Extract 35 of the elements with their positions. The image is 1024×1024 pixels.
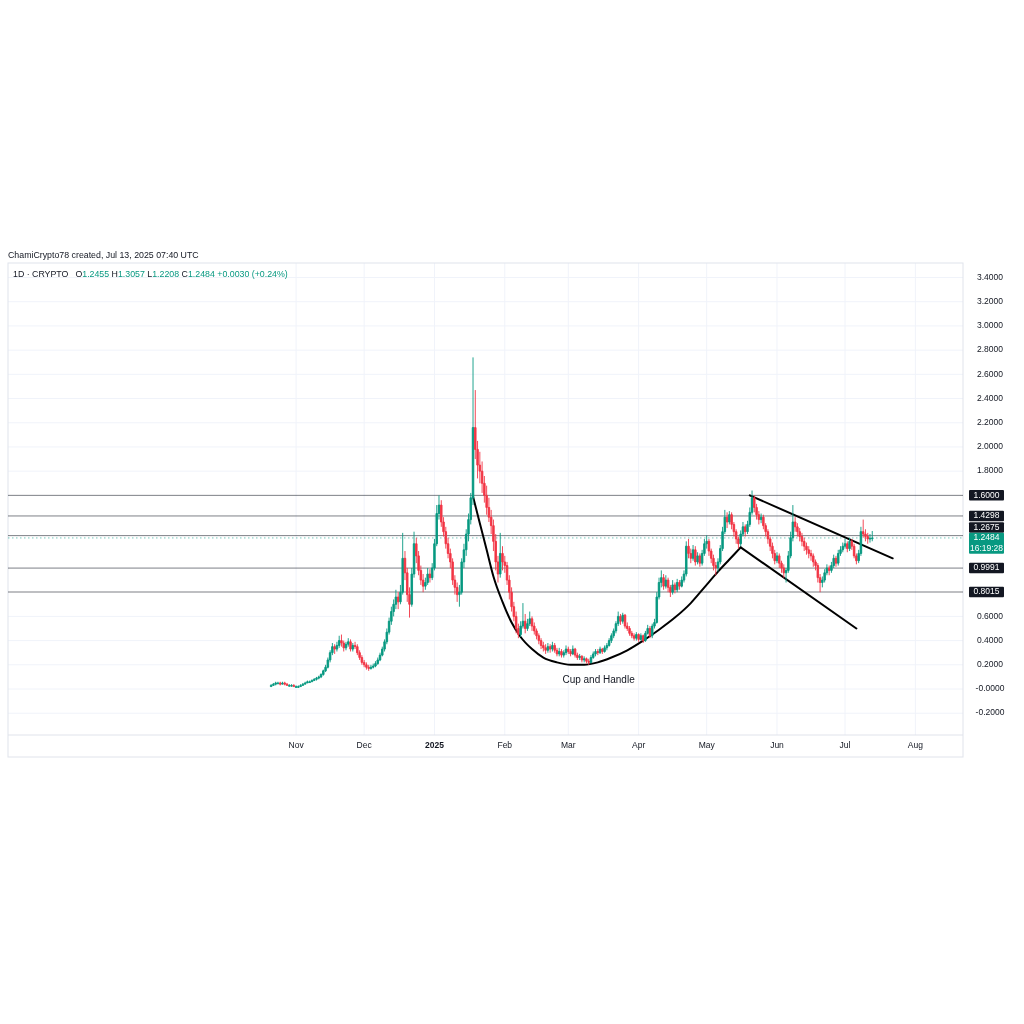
y-tick-label: 0.4000 [977,634,1004,645]
y-tick-label: -0.0000 [975,683,1005,694]
ref-line-label: 1.6000 [973,489,1000,500]
text: ChamiCrypto78 created, Jul 13, 2025 07:40 UTC [8,250,200,261]
annotation: Cup and Handle [562,673,636,685]
y-tick-label: 2.2000 [977,417,1004,427]
x-tick-label: Feb [497,740,513,751]
ref-line-label: 1.2484 [973,532,1000,543]
ref-line-label: 0.8015 [973,586,1000,597]
x-tick-label: Mar [560,740,576,751]
y-tick-label: 3.2000 [977,295,1004,306]
x-tick-label: 2025 [425,740,445,751]
y-tick-label: 3.0000 [977,320,1004,331]
x-tick-label: Jun [770,740,785,751]
y-tick-label: 3.4000 [977,271,1004,282]
y-tick-label: 0.6000 [977,610,1004,621]
y-tick-label: 2.6000 [977,368,1004,379]
ref-line-label: 0.9991 [973,562,1000,573]
y-tick-label: 1.8000 [977,465,1004,476]
text: 1D · CRYPTO [13,269,69,280]
text: 16:19:28 [969,542,1004,553]
y-tick-label: 2.4000 [977,392,1004,403]
x-tick-label: Jul [839,740,851,751]
ref-line-label: 1.4298 [973,510,1000,521]
x-tick-label: Nov [288,740,305,751]
x-tick-label: Dec [356,740,373,751]
y-tick-label: 2.0000 [977,441,1004,452]
y-tick-label: 0.2000 [977,659,1004,670]
y-tick-label: 2.8000 [977,344,1004,355]
y-tick-label: -0.2000 [975,707,1005,718]
x-tick-label: Apr [632,740,646,751]
text: O1.2455 H1.3057 L1.2208 C1.2484 +0.0030 (+0.24%) [75,269,288,280]
x-tick-label: May [698,740,716,751]
legend-label: 1.2675 [973,521,1000,532]
x-tick-label: Aug [907,740,924,751]
